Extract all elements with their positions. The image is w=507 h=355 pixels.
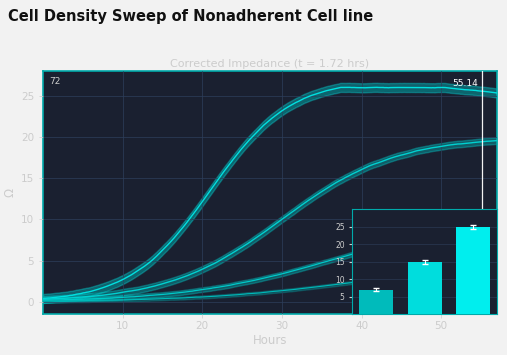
Title: Corrected Impedance (t = 1.72 hrs): Corrected Impedance (t = 1.72 hrs) xyxy=(170,59,370,69)
Text: Cell Density Sweep of Nonadherent Cell line: Cell Density Sweep of Nonadherent Cell l… xyxy=(8,9,373,24)
Text: 72: 72 xyxy=(50,77,61,86)
Y-axis label: Ω: Ω xyxy=(4,188,17,197)
Bar xyxy=(456,227,490,314)
Bar xyxy=(359,290,393,314)
Bar xyxy=(408,262,442,314)
X-axis label: Hours: Hours xyxy=(252,334,287,347)
Text: 55.14: 55.14 xyxy=(452,79,478,88)
